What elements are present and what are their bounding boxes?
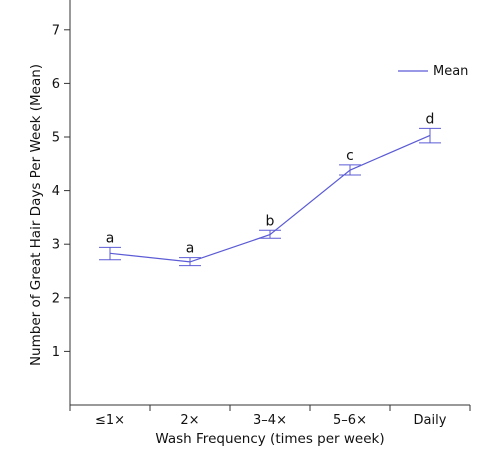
- error-bar: [259, 229, 281, 239]
- error-bar: [419, 127, 441, 144]
- x-tick-label: Daily: [414, 413, 447, 428]
- y-tick-label: 2: [52, 291, 60, 306]
- significance-label: a: [186, 241, 195, 257]
- x-tick-label: 3–4×: [253, 413, 287, 428]
- significance-labels: a a b c d: [106, 111, 435, 256]
- y-tick-label: 3: [52, 238, 60, 253]
- x-tick-label: 2×: [180, 413, 199, 428]
- significance-label: c: [346, 148, 354, 164]
- y-tick-label: 1: [52, 345, 60, 360]
- x-tick-label: ≤1×: [95, 413, 125, 428]
- significance-label: a: [106, 230, 115, 246]
- y-tick-label: 4: [52, 184, 60, 199]
- error-bars: [99, 127, 441, 267]
- series-line-mean: [109, 134, 431, 263]
- series-mean: [109, 134, 431, 263]
- x-axis-title: Wash Frequency (times per week): [155, 431, 384, 447]
- y-tick-label: 7: [52, 23, 60, 38]
- x-axis: [69, 404, 471, 411]
- significance-label: d: [426, 111, 435, 127]
- y-tick-labels: 1 2 3 4 5 6 7: [52, 23, 60, 360]
- legend-label-mean: Mean: [433, 64, 468, 79]
- error-bar: [179, 257, 201, 267]
- x-tick-label: 5–6×: [333, 413, 367, 428]
- error-bar: [99, 246, 121, 261]
- x-tick-labels: ≤1× 2× 3–4× 5–6× Daily: [95, 413, 447, 428]
- y-tick-label: 5: [52, 131, 60, 146]
- error-bar: [339, 164, 361, 176]
- y-axis: [64, 0, 71, 405]
- y-axis-title: Number of Great Hair Days Per Week (Mean…: [28, 64, 44, 366]
- significance-label: b: [266, 213, 275, 229]
- legend: Mean: [398, 64, 468, 79]
- y-tick-label: 6: [52, 77, 60, 92]
